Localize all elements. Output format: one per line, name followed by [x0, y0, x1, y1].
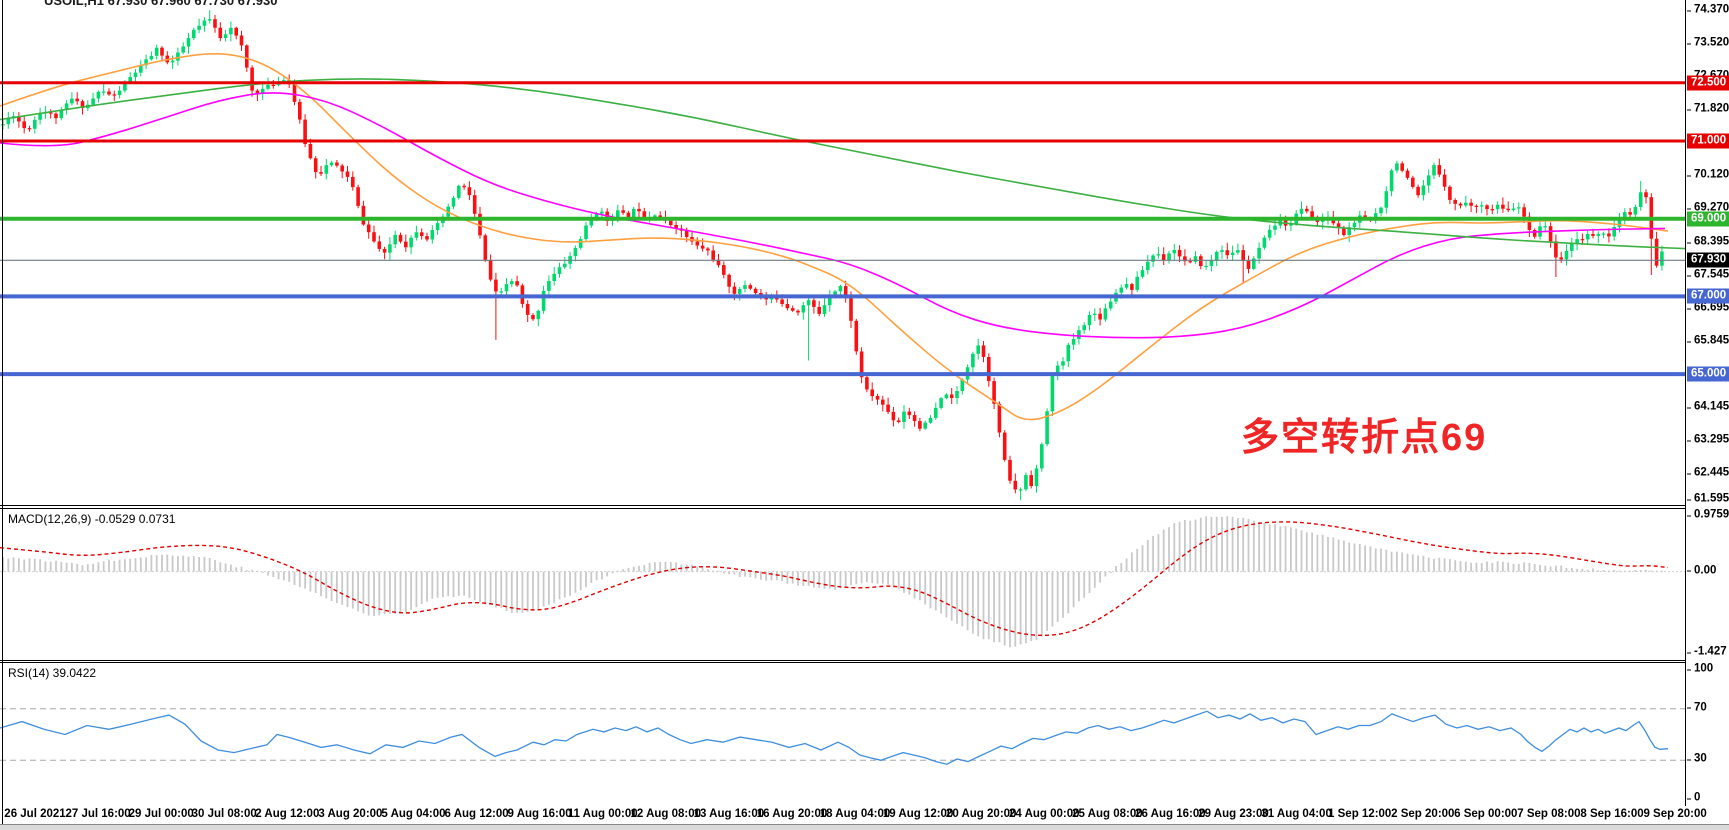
macd-plot[interactable]	[0, 509, 1685, 660]
time-label: 6 Aug 12:00	[444, 808, 509, 820]
time-label: 25 Aug 08:00	[1072, 808, 1143, 820]
time-label: 9 Sep 20:00	[1643, 808, 1707, 820]
macd-label: MACD(12,26,9) -0.0529 0.0731	[8, 512, 176, 526]
candles-down-layer	[17, 15, 1659, 494]
price-tick-label: 61.595	[1687, 493, 1729, 506]
time-label: 6 Sep 00:00	[1454, 808, 1518, 820]
time-label: 9 Aug 16:00	[507, 808, 572, 820]
annotation-text[interactable]: 多空转折点69	[1241, 417, 1488, 459]
time-label: 20 Aug 20:00	[945, 808, 1017, 820]
price-tick-label: 71.820	[1687, 103, 1729, 116]
rsi-plot[interactable]	[0, 663, 1685, 806]
time-label: 2 Sep 20:00	[1391, 808, 1455, 820]
time-label: 27 Jul 16:00	[65, 808, 131, 820]
window-bottom-strip	[0, 824, 1729, 830]
price-badge-69.000: 69.000	[1687, 211, 1729, 227]
price-tick-label: 70.120	[1687, 169, 1729, 182]
rsi-tick-label: 0	[1687, 792, 1700, 805]
price-badge-67.000: 67.000	[1687, 288, 1729, 304]
price-badge-72.500: 72.500	[1687, 75, 1729, 91]
time-label: 1 Sep 12:00	[1328, 808, 1392, 820]
rsi-tick-label: 100	[1687, 663, 1713, 676]
price-badge-65.000: 65.000	[1687, 366, 1729, 382]
price-tick-label: 68.395	[1687, 236, 1729, 249]
macd-histogram	[2, 516, 1663, 648]
macd-tick-label: 0.00	[1687, 564, 1716, 577]
macd-tick-label: -1.427	[1687, 646, 1727, 659]
rsi-line	[0, 710, 1669, 765]
macd-tick-label: 0.9759	[1687, 509, 1729, 522]
chart-left-border	[2, 0, 3, 824]
time-label: 7 Sep 08:00	[1517, 808, 1581, 820]
time-label: 24 Aug 00:00	[1009, 808, 1080, 820]
price-badge-71.000: 71.000	[1687, 133, 1729, 149]
time-label: 18 Aug 04:00	[819, 808, 891, 820]
time-axis[interactable]: 26 Jul 2021 27 Jul 16:00 29 Jul 00:00 30 Ju…	[0, 806, 1729, 824]
price-tick-label: 65.845	[1687, 335, 1729, 348]
mid-ma-magenta	[0, 92, 1666, 339]
fast-ma-orange	[0, 53, 1669, 421]
price-tick-label: 62.445	[1687, 467, 1729, 480]
rsi-panel: RSI(14) 39.0422	[0, 662, 1685, 807]
time-label: 31 Aug 04:00	[1261, 808, 1332, 820]
price-tick-label: 63.295	[1687, 434, 1729, 447]
macd-panel: MACD(12,26,9) -0.0529 0.0731	[0, 508, 1685, 661]
price-badge-67.930: 67.930	[1687, 252, 1729, 268]
price-tick-label: 73.520	[1687, 37, 1729, 50]
time-label: 29 Jul 00:00	[128, 808, 194, 820]
time-label: 11 Aug 00:00	[567, 808, 638, 820]
time-label: 19 Aug 12:00	[882, 808, 954, 820]
macd-signal-line	[0, 521, 1669, 637]
price-tick-label: 67.545	[1687, 269, 1729, 282]
time-label: 13 Aug 16:00	[693, 808, 765, 820]
time-label: 5 Aug 04:00	[381, 808, 446, 820]
price-chart-plot[interactable]	[0, 0, 1685, 505]
price-tick-label: 69.270	[1687, 202, 1729, 215]
time-label: 8 Sep 16:00	[1580, 808, 1644, 820]
rsi-tick-label: 30	[1687, 753, 1707, 766]
rsi-label: RSI(14) 39.0422	[8, 666, 97, 680]
time-label: 16 Aug 20:00	[756, 808, 828, 820]
rsi-tick-label: 70	[1687, 701, 1707, 714]
candles-up-layer	[1, 10, 1664, 501]
price-tick-label: 64.145	[1687, 401, 1729, 414]
time-label: 30 Jul 08:00	[191, 808, 257, 820]
price-axis[interactable]: 74.37073.52072.67071.82070.12069.27068.3…	[1685, 0, 1729, 806]
price-tick-label: 66.695	[1687, 302, 1729, 315]
price-tick-label: 74.370	[1687, 4, 1729, 17]
time-label: 3 Aug 20:00	[318, 808, 383, 820]
time-label: 26 Aug 16:00	[1135, 808, 1206, 820]
time-label: 2 Aug 12:00	[255, 808, 320, 820]
time-label: 26 Jul 2021	[4, 808, 66, 820]
time-label: 29 Aug 23:00	[1198, 808, 1269, 820]
main-chart-panel: USOIL,H1 67.930 67.960 67.730 67.930 多空转…	[0, 0, 1685, 506]
slow-ma-green	[0, 78, 1685, 250]
time-label: 12 Aug 08:00	[630, 808, 702, 820]
chart-title: USOIL,H1 67.930 67.960 67.730 67.930	[44, 0, 278, 8]
